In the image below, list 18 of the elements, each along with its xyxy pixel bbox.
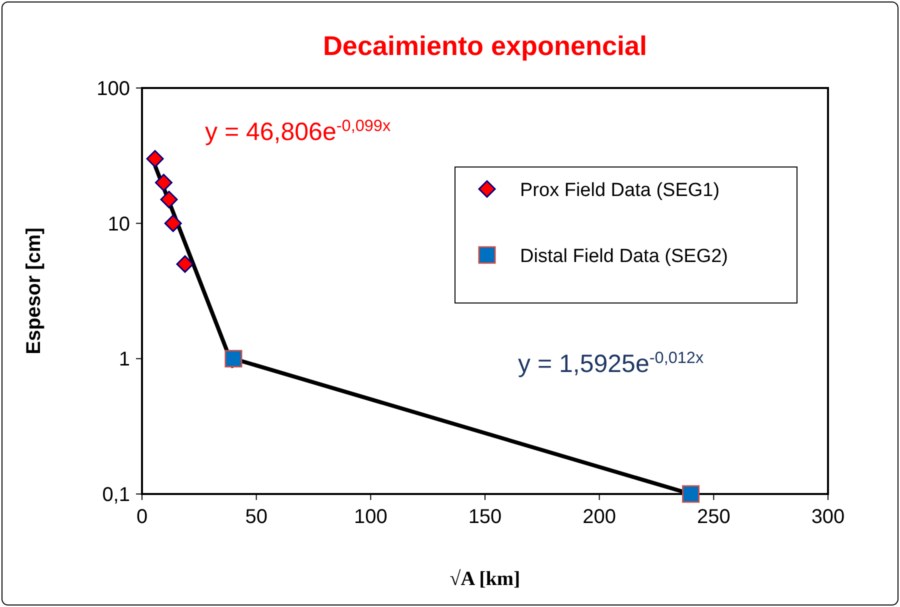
x-tick-label: 50	[245, 506, 268, 528]
y-tick-label: 10	[108, 213, 130, 236]
legend-label: Prox Field Data (SEG1)	[520, 180, 720, 201]
y-tick-label: 100	[96, 78, 130, 100]
x-tick-label: 100	[354, 506, 388, 528]
annotation: y = 1,5925e$^{-0,012x}$	[518, 349, 704, 378]
x-tick-label: 250	[696, 506, 730, 528]
y-axis-title: Espesor [cm]	[23, 228, 45, 354]
x-tick-label: 150	[468, 506, 502, 528]
y-tick-label: 1	[118, 348, 130, 371]
legend-label: Distal Field Data (SEG2)	[520, 246, 728, 267]
x-tick-label: 200	[582, 506, 616, 528]
x-axis-title: √A [km]	[450, 568, 520, 590]
annotation: y = 46,806e$^{-0,099x}$	[205, 117, 391, 146]
y-tick-label: 0,1	[102, 484, 130, 506]
chart-title: Decaimiento exponencial	[322, 31, 648, 61]
x-tick-label: 300	[811, 506, 845, 528]
x-tick-label: 0	[136, 506, 148, 528]
